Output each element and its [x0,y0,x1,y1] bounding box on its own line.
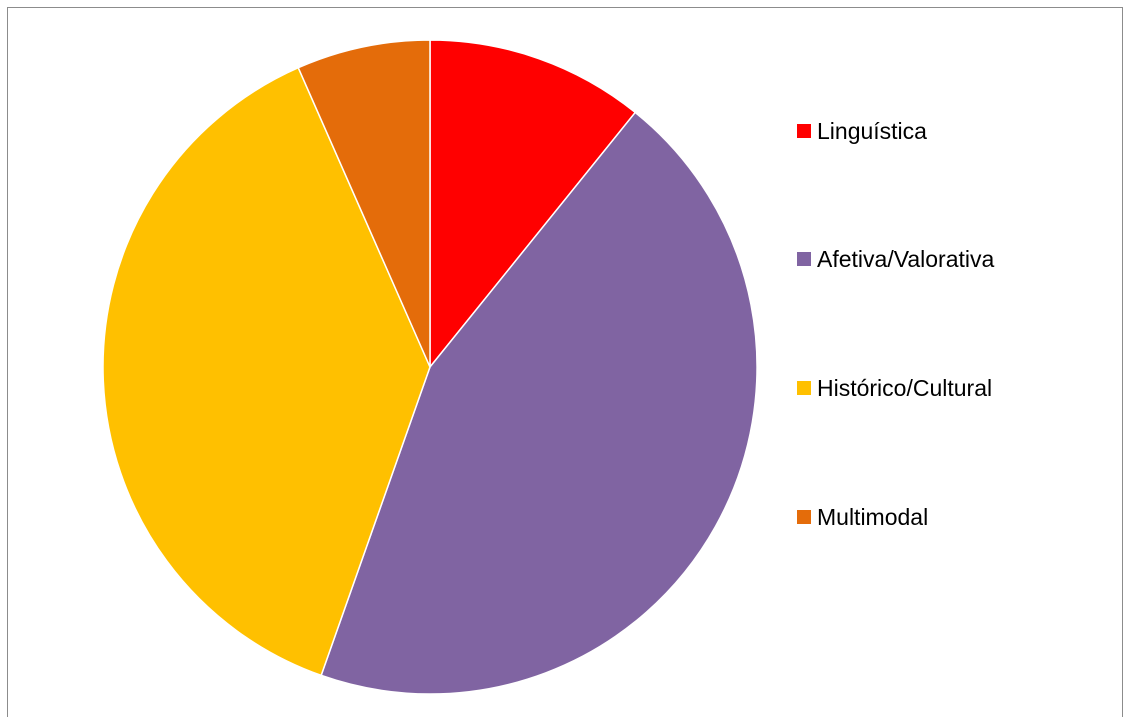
pie-slices [102,39,758,695]
legend-swatch-2 [797,381,811,395]
legend-swatch-3 [797,510,811,524]
pie-slice-1 [320,111,758,695]
pie-slice-3 [297,39,431,368]
legend-label-2: Histórico/Cultural [817,375,993,401]
legend-item-3: Multimodal [797,502,928,532]
pie-slice-2 [102,66,431,677]
legend-label-0: Linguística [817,118,927,144]
legend-swatch-0 [797,124,811,138]
legend-swatch-1 [797,252,811,266]
legend-item-0: Linguística [797,116,927,146]
legend: Linguística Afetiva/Valorativa Histórico/C… [797,0,1097,717]
pie-slice-0 [429,39,637,368]
legend-label-1: Afetiva/Valorativa [817,246,995,272]
legend-label-3: Multimodal [817,504,929,530]
legend-item-1: Afetiva/Valorativa [797,244,994,274]
legend-item-2: Histórico/Cultural [797,373,992,403]
